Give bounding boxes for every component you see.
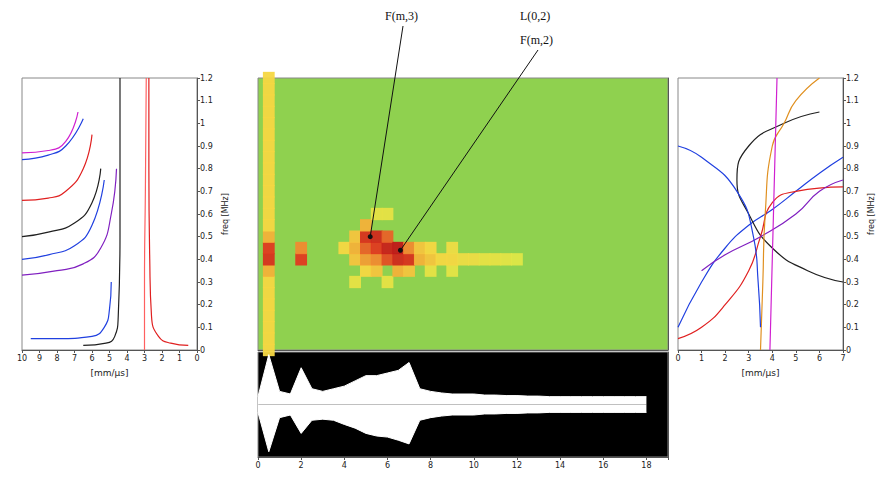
svg-text:10: 10	[17, 354, 27, 363]
svg-text:8: 8	[428, 461, 433, 470]
svg-text:0.8: 0.8	[200, 164, 213, 173]
svg-text:[mm/µs]: [mm/µs]	[90, 368, 128, 378]
svg-text:8: 8	[54, 354, 59, 363]
svg-text:3: 3	[142, 354, 147, 363]
svg-text:1.2: 1.2	[846, 74, 859, 83]
svg-text:1: 1	[699, 354, 704, 363]
svg-text:9: 9	[37, 354, 42, 363]
svg-text:2: 2	[159, 354, 164, 363]
svg-text:[mm/µs]: [mm/µs]	[741, 368, 779, 378]
svg-text:6: 6	[385, 461, 390, 470]
svg-text:2: 2	[723, 354, 728, 363]
svg-text:0.6: 0.6	[200, 210, 213, 219]
svg-text:3: 3	[746, 354, 751, 363]
svg-text:0.7: 0.7	[200, 187, 213, 196]
svg-text:0.6: 0.6	[846, 210, 859, 219]
svg-text:0: 0	[200, 346, 205, 355]
svg-text:1.1: 1.1	[846, 96, 859, 105]
svg-text:0.9: 0.9	[200, 142, 213, 151]
svg-text:F(m,2): F(m,2)	[520, 33, 553, 47]
svg-text:0.8: 0.8	[846, 164, 859, 173]
svg-text:1.2: 1.2	[200, 74, 213, 83]
svg-text:5: 5	[107, 354, 112, 363]
svg-text:0.1: 0.1	[200, 323, 213, 332]
svg-text:0: 0	[846, 346, 851, 355]
svg-text:0.4: 0.4	[200, 255, 213, 264]
svg-text:2: 2	[299, 461, 304, 470]
svg-text:4: 4	[770, 354, 775, 363]
svg-text:0: 0	[255, 461, 260, 470]
svg-text:0.3: 0.3	[200, 278, 213, 287]
svg-text:0.2: 0.2	[846, 300, 859, 309]
svg-text:1.1: 1.1	[200, 96, 213, 105]
svg-text:0: 0	[194, 354, 199, 363]
svg-text:0: 0	[675, 354, 680, 363]
svg-text:7: 7	[72, 354, 77, 363]
svg-text:L(0,2): L(0,2)	[520, 9, 550, 23]
svg-text:18: 18	[641, 461, 651, 470]
svg-text:1: 1	[177, 354, 182, 363]
svg-text:freq [MHz]: freq [MHz]	[221, 193, 230, 235]
svg-text:0.1: 0.1	[846, 323, 859, 332]
svg-text:0.3: 0.3	[846, 278, 859, 287]
svg-text:1: 1	[200, 119, 205, 128]
svg-text:1: 1	[846, 119, 851, 128]
svg-text:5: 5	[793, 354, 798, 363]
svg-text:4: 4	[342, 461, 347, 470]
svg-text:0.4: 0.4	[846, 255, 859, 264]
svg-text:12: 12	[512, 461, 522, 470]
svg-text:6: 6	[89, 354, 94, 363]
svg-text:F(m,3): F(m,3)	[385, 9, 418, 23]
svg-text:0.9: 0.9	[846, 142, 859, 151]
svg-text:0.5: 0.5	[846, 232, 859, 241]
svg-text:0.7: 0.7	[846, 187, 859, 196]
svg-text:14: 14	[555, 461, 565, 470]
svg-text:freq [MHz]: freq [MHz]	[867, 193, 876, 235]
svg-text:10: 10	[469, 461, 479, 470]
svg-text:4: 4	[124, 354, 129, 363]
svg-text:6: 6	[817, 354, 822, 363]
svg-text:0.2: 0.2	[200, 300, 213, 309]
svg-text:16: 16	[598, 461, 608, 470]
svg-text:0.5: 0.5	[200, 232, 213, 241]
svg-text:7: 7	[840, 354, 845, 363]
